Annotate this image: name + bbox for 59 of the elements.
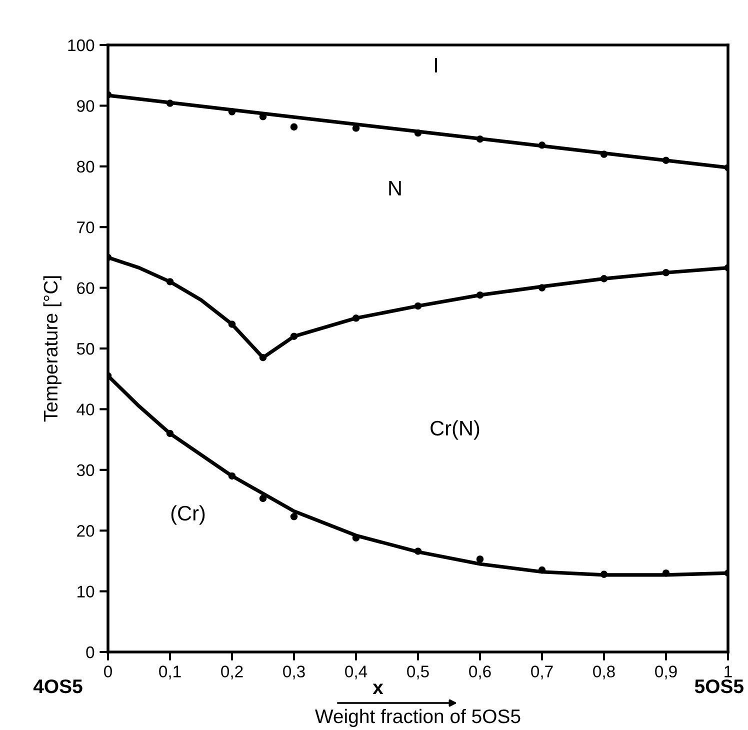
y-tick-label: 100 <box>68 39 94 52</box>
annotation: (Cr) <box>171 505 205 525</box>
y-tick-label: 80 <box>76 160 94 173</box>
x-tick-label: 0,4 <box>345 666 368 680</box>
point <box>352 124 360 132</box>
annotation: Cr(N) <box>430 420 480 440</box>
point <box>228 472 236 480</box>
x-tick-label: 0,1 <box>159 666 181 680</box>
y-tick-label: 90 <box>77 100 94 112</box>
point <box>290 332 298 340</box>
x-axis-title: Weight fraction of 5OS5 <box>315 708 520 728</box>
point <box>600 275 608 282</box>
point <box>538 566 546 574</box>
y-axis-title: Temperature [°C] <box>43 276 62 422</box>
x-tick-label: 0 <box>104 666 112 678</box>
point <box>476 135 484 143</box>
point <box>228 108 236 116</box>
point <box>476 291 484 299</box>
point <box>476 555 484 563</box>
x-tick-label: 0,8 <box>593 666 615 680</box>
x-tick-label: 0,6 <box>469 666 491 680</box>
point <box>259 354 267 362</box>
point <box>600 150 608 158</box>
point <box>290 513 298 520</box>
point <box>166 430 174 438</box>
x-tick-label: 0,9 <box>655 666 677 680</box>
x-tick-label: 0,5 <box>407 666 429 680</box>
point <box>352 314 360 322</box>
text: 4OS5 <box>33 679 82 694</box>
x-tick-label: 1 <box>724 666 732 678</box>
point <box>166 100 174 107</box>
y-tick-label: 0 <box>86 646 94 658</box>
y-tick-label: 20 <box>77 525 94 537</box>
point <box>290 123 298 131</box>
point <box>414 548 422 555</box>
text: x <box>372 684 384 694</box>
x-tick-label: 0,2 <box>221 666 243 680</box>
point <box>259 494 267 502</box>
y-tick-label: 30 <box>76 464 94 476</box>
y-tick-label: 70 <box>77 222 94 234</box>
point <box>538 142 546 149</box>
x-tick-label: 0,3 <box>283 666 305 680</box>
point <box>228 320 236 328</box>
point <box>600 570 608 578</box>
point <box>414 129 422 137</box>
y-tick-label: 40 <box>76 404 94 416</box>
point <box>414 302 422 310</box>
point <box>662 268 670 276</box>
annotation: N <box>389 181 401 196</box>
y-tick-label: 50 <box>76 342 94 355</box>
point <box>662 156 670 164</box>
y-tick-label: 10 <box>78 586 94 598</box>
point <box>538 284 546 292</box>
y-tick-label: 60 <box>77 282 94 294</box>
annotation: I <box>435 58 437 72</box>
point <box>662 569 670 577</box>
text: 5OS5 <box>694 679 744 694</box>
x-tick-label: 0,7 <box>531 666 553 680</box>
point <box>166 278 174 286</box>
